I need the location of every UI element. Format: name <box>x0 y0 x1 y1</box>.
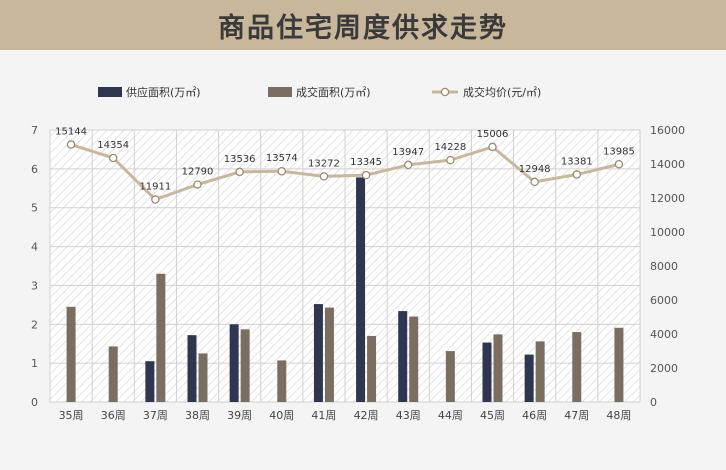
transaction-bar <box>535 341 545 402</box>
price-data-label: 13272 <box>308 158 340 169</box>
transaction-bar <box>66 306 76 402</box>
price-data-label: 12948 <box>519 164 551 175</box>
supply-bar <box>145 361 155 402</box>
x-tick-label: 43周 <box>396 409 421 422</box>
x-tick-label: 46周 <box>522 409 547 422</box>
price-point <box>572 170 582 179</box>
y-right-tick-label: 2000 <box>650 362 678 375</box>
price-point <box>319 172 329 181</box>
y-right-tick-label: 6000 <box>650 294 678 307</box>
y-right-tick-label: 14000 <box>650 158 685 171</box>
y-left-tick-label: 0 <box>31 396 38 409</box>
transaction-bar <box>409 316 419 402</box>
x-tick-label: 41周 <box>311 409 336 422</box>
page-title: 商品住宅周度供求走势 <box>218 12 508 44</box>
legend-label-price: 成交均价(元/㎡) <box>463 85 541 99</box>
supply-bar <box>187 335 197 402</box>
transaction-bar <box>572 332 582 402</box>
y-right-tick-label: 8000 <box>650 260 678 273</box>
y-left-tick-label: 1 <box>31 357 38 370</box>
title-bar: 商品住宅周度供求走势 <box>0 0 726 50</box>
transaction-bar <box>240 329 250 402</box>
legend-label-transaction: 成交面积(万㎡) <box>296 85 371 99</box>
supply-bar <box>356 177 366 402</box>
y-right-tick-label: 12000 <box>650 192 685 205</box>
price-point <box>488 142 497 152</box>
transaction-bar <box>614 327 624 402</box>
price-data-label: 13381 <box>561 157 593 168</box>
price-data-label: 13947 <box>392 147 424 158</box>
price-data-label: 15006 <box>477 129 509 140</box>
y-left-tick-label: 5 <box>31 202 38 215</box>
price-point <box>446 155 455 165</box>
price-data-label: 13574 <box>266 153 298 164</box>
y-left-tick-label: 7 <box>31 124 38 137</box>
price-point <box>151 195 160 204</box>
y-left-tick-label: 3 <box>31 279 38 292</box>
price-data-label: 13345 <box>350 157 382 168</box>
price-point <box>277 166 287 176</box>
transaction-bar <box>277 360 287 402</box>
price-point <box>108 153 118 163</box>
price-data-label: 13536 <box>224 154 256 165</box>
y-left-tick-label: 4 <box>31 241 38 254</box>
legend-swatch-transaction <box>268 87 292 97</box>
y-right-tick-label: 0 <box>650 396 657 409</box>
x-tick-label: 38周 <box>185 409 210 422</box>
price-data-label: 12790 <box>182 167 214 178</box>
y-right-tick-label: 10000 <box>650 226 685 239</box>
supply-bar <box>229 324 239 402</box>
x-tick-label: 35周 <box>59 409 84 422</box>
transaction-bar <box>108 346 118 402</box>
y-right-tick-label: 4000 <box>650 328 678 341</box>
price-polyline <box>70 143 620 202</box>
price-point <box>235 167 244 177</box>
x-tick-label: 48周 <box>606 409 631 422</box>
x-tick-label: 47周 <box>564 409 589 422</box>
transaction-bar <box>367 335 377 402</box>
bars <box>66 177 624 402</box>
transaction-bar <box>156 273 166 402</box>
price-data-label: 15144 <box>55 127 87 138</box>
supply-bar <box>398 311 408 402</box>
x-tick-label: 44周 <box>438 409 463 422</box>
x-tick-label: 39周 <box>227 409 252 422</box>
price-point <box>614 160 624 169</box>
x-tick-label: 37周 <box>143 409 168 422</box>
data-labels: 15144 14354 11911 12790 13536 13574 13272 13345… <box>55 127 635 193</box>
legend: 供应面积(万㎡) 成交面积(万㎡) 成交均价(元/㎡) <box>98 85 541 99</box>
x-tick-label: 45周 <box>480 409 505 422</box>
price-point <box>403 160 413 170</box>
axes: 0 1 2 3 4 5 6 7 0 2000 4000 6000 8000 10000 12000 14000… <box>31 124 685 422</box>
x-tick-label: 36周 <box>101 409 126 422</box>
transaction-bar <box>445 351 455 402</box>
supply-bar <box>482 342 492 402</box>
chart-frame: 供应面积(万㎡) 成交面积(万㎡) 成交均价(元/㎡) 0 1 2 3 4 5 6 7 0 2000 4… <box>0 50 726 470</box>
price-point <box>361 170 371 180</box>
x-tick-label: 40周 <box>269 409 294 422</box>
price-data-label: 13985 <box>603 146 635 157</box>
x-tick-label: 42周 <box>354 409 379 422</box>
supply-bar <box>313 304 323 402</box>
legend-swatch-supply <box>98 87 122 97</box>
legend-label-supply: 供应面积(万㎡) <box>126 85 201 99</box>
price-point <box>193 180 202 189</box>
supply-bar <box>524 354 534 402</box>
y-left-tick-label: 2 <box>31 318 38 331</box>
price-point <box>66 140 76 149</box>
legend-swatch-price-marker <box>440 87 450 97</box>
y-right-tick-label: 16000 <box>650 124 685 137</box>
price-point <box>530 177 539 187</box>
price-data-label: 11911 <box>139 182 171 193</box>
transaction-bar <box>198 353 208 402</box>
transaction-bar <box>493 334 503 402</box>
y-left-tick-label: 6 <box>31 163 38 176</box>
price-data-label: 14354 <box>97 140 129 151</box>
combo-chart: 供应面积(万㎡) 成交面积(万㎡) 成交均价(元/㎡) 0 1 2 3 4 5 6 7 0 2000 4… <box>31 85 685 422</box>
price-data-label: 14228 <box>434 142 466 153</box>
transaction-bar <box>324 307 334 402</box>
price-line <box>66 140 624 204</box>
